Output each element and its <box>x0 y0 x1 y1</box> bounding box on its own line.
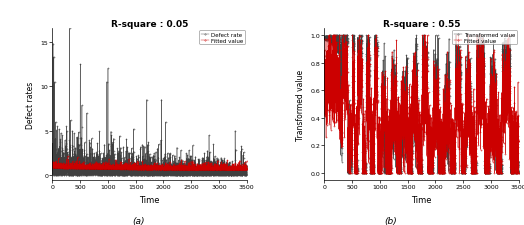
Fitted value <box>436 172 443 175</box>
Fitted value <box>413 86 419 88</box>
Fitted value <box>237 168 244 171</box>
Fitted value <box>346 172 353 175</box>
Defect rate <box>173 174 179 177</box>
Line: Defect rate: Defect rate <box>52 29 247 176</box>
Defect rate <box>67 28 73 31</box>
Transformed value <box>362 170 368 173</box>
Fitted value <box>321 78 328 80</box>
Defect rate <box>119 171 126 174</box>
Fitted value <box>165 167 171 170</box>
Title: R-square : 0.55: R-square : 0.55 <box>383 20 461 29</box>
Fitted value <box>49 162 56 165</box>
Fitted value <box>392 122 398 125</box>
Fitted value <box>65 155 71 158</box>
Transformed value <box>326 35 333 37</box>
Transformed value <box>345 172 351 175</box>
Fitted value <box>228 165 235 168</box>
Transformed value <box>413 99 419 102</box>
Fitted value <box>516 172 522 175</box>
Text: (b): (b) <box>384 216 397 225</box>
Defect rate <box>244 169 250 171</box>
Line: Transformed value: Transformed value <box>324 36 519 174</box>
Transformed value <box>392 88 398 90</box>
Legend: Transformed value, Fitted value: Transformed value, Fitted value <box>452 31 517 45</box>
Line: Fitted value: Fitted value <box>52 156 247 170</box>
Fitted value <box>119 164 126 167</box>
Fitted value <box>326 35 332 37</box>
Transformed value <box>436 168 443 170</box>
Transformed value <box>516 164 522 166</box>
Line: Fitted value: Fitted value <box>324 36 519 174</box>
Transformed value <box>445 98 451 101</box>
Fitted value <box>500 89 507 91</box>
Y-axis label: Transformed value: Transformed value <box>296 69 305 140</box>
Legend: Defect rate, Fitted value: Defect rate, Fitted value <box>200 31 245 45</box>
Defect rate <box>228 171 235 174</box>
Defect rate <box>165 171 171 174</box>
Fitted value <box>141 165 147 168</box>
Defect rate <box>90 161 96 164</box>
Transformed value <box>321 37 328 39</box>
Transformed value <box>500 55 507 57</box>
Title: R-square : 0.05: R-square : 0.05 <box>111 20 188 29</box>
Defect rate <box>211 174 217 177</box>
Text: (a): (a) <box>133 216 145 225</box>
X-axis label: Time: Time <box>139 195 160 204</box>
Y-axis label: Defect rates: Defect rates <box>26 81 35 128</box>
Fitted value <box>173 167 179 170</box>
Defect rate <box>49 169 56 172</box>
Fitted value <box>244 160 250 163</box>
Defect rate <box>141 172 147 175</box>
Fitted value <box>445 123 451 126</box>
X-axis label: Time: Time <box>411 195 432 204</box>
Fitted value <box>90 166 96 169</box>
Fitted value <box>362 164 368 167</box>
